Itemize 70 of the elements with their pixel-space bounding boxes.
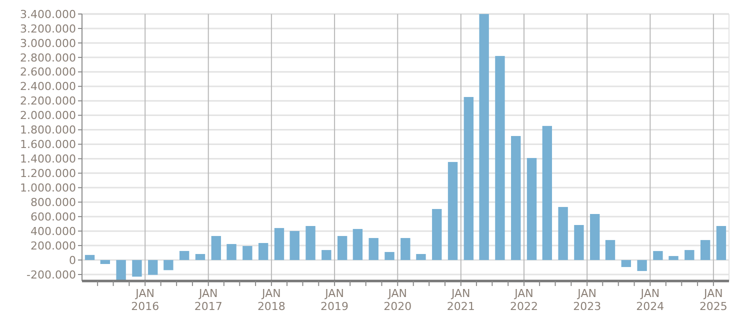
bar [464,96,474,260]
bar [384,252,394,260]
bar [258,243,268,260]
bar [448,162,458,260]
bar [148,260,158,275]
x-tick-label: JAN 2017 [194,287,222,313]
bar [337,236,348,260]
bar [432,209,442,260]
bar [558,206,568,260]
y-tick-label: 2.200.000 [20,94,76,108]
bar [542,126,552,260]
y-tick-label: 1.200.000 [20,167,76,180]
bar [164,260,174,270]
bar [416,254,426,260]
y-tick-label: 1.000.000 [20,182,76,195]
bar [100,260,110,264]
y-tick-label: 2.600.000 [20,66,76,79]
bar [195,254,206,260]
y-tick-label: 1.600.000 [20,138,76,152]
bar [226,244,236,260]
y-tick-label: 0 [69,254,76,267]
bar [574,224,584,260]
bar [590,214,600,260]
x-tick-label: JAN 2021 [446,287,475,313]
x-tick-label: JAN 2019 [320,287,349,313]
y-tick-label: 200.000 [30,239,76,252]
y-tick-label: 3.200.000 [20,22,76,36]
bar [368,238,378,260]
bar [684,250,694,260]
bar [621,260,631,268]
bar [211,236,221,260]
bar [84,254,95,260]
x-tick-label: JAN 2020 [384,287,412,313]
bar [290,231,300,260]
y-tick-label: 3.400.000 [20,8,76,21]
y-tick-label: -200.000 [26,268,76,282]
bar [495,56,505,260]
bar [700,240,710,260]
bar [637,260,647,272]
y-tick-label: 800.000 [30,196,76,209]
y-tick-label: 400.000 [30,224,76,238]
bar [605,240,616,260]
bar [274,228,284,260]
y-tick-label: 600.000 [30,210,76,224]
y-tick-label: 3.000.000 [20,36,76,50]
y-tick-label: 2.800.000 [20,51,76,64]
x-tick-label: JAN 2016 [131,287,160,313]
x-tick-label: JAN 2018 [257,287,286,313]
bar [179,250,190,260]
bar [526,158,537,260]
bar [132,260,142,277]
bar [716,226,726,260]
x-tick-label: JAN 2024 [636,287,664,313]
bar [242,246,252,260]
y-tick-label: 2.000.000 [20,109,76,122]
x-tick-label: JAN 2025 [699,287,728,313]
bar [306,226,316,260]
y-tick-label: 2.400.000 [20,80,76,94]
bar [400,238,410,260]
bar [668,256,678,260]
x-tick-label: JAN 2022 [510,287,538,313]
bar [116,260,126,280]
bar [511,136,521,260]
bar [653,251,663,260]
bar [479,14,489,260]
y-tick-label: 1.400.000 [20,152,76,166]
bar [352,228,363,260]
y-tick-label: 1.800.000 [20,124,76,137]
bar [322,250,332,260]
x-tick-label: JAN 2023 [573,287,602,313]
